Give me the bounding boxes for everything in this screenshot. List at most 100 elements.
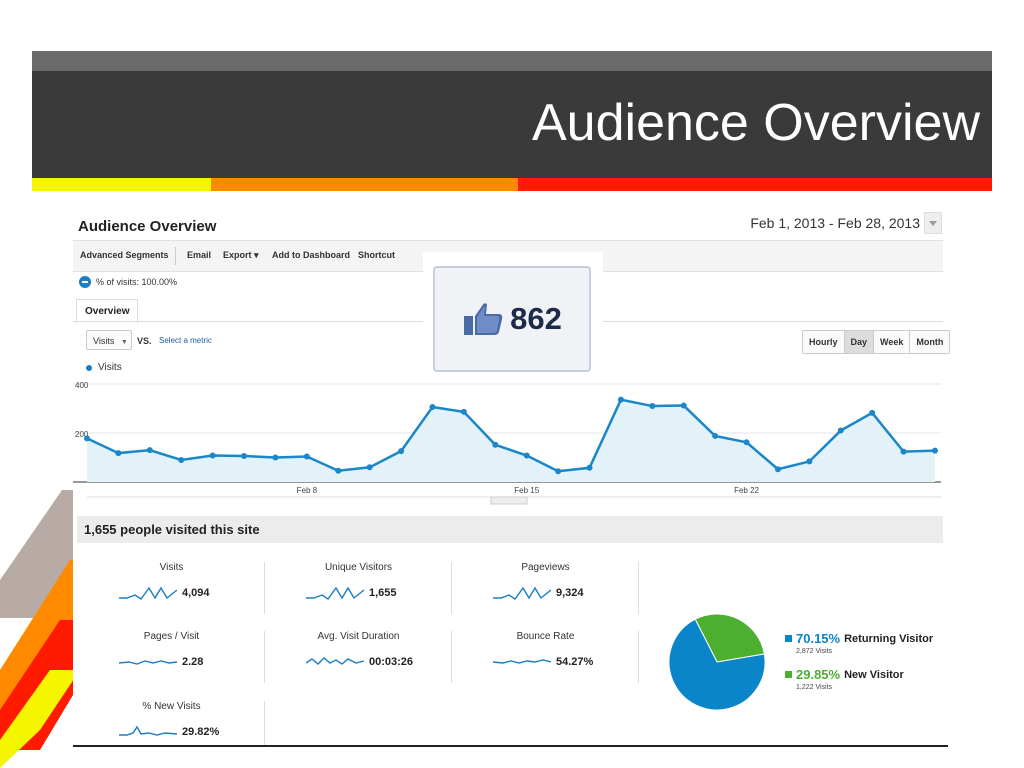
- stat-label: Pages / Visit: [143, 631, 200, 642]
- sparkline-icon: [306, 657, 364, 665]
- returning-pct: 70.15%: [796, 631, 841, 646]
- chevron-down-icon[interactable]: [924, 212, 942, 234]
- new-visits: 1,222 Visits: [796, 684, 833, 691]
- visits-point: [555, 468, 562, 475]
- returning-label: Returning Visitor: [844, 632, 934, 645]
- legend-dot-icon: [86, 364, 92, 371]
- date-range-picker[interactable]: Feb 1, 2013 - Feb 28, 2013: [750, 212, 942, 234]
- pie-legend: 70.15% Returning Visitor 2,872 Visits 29.…: [785, 631, 933, 699]
- visits-point: [837, 427, 844, 434]
- pie-slice-returning-visitor: [668, 618, 766, 711]
- export-label: Export: [223, 250, 252, 260]
- stat-value: 4,094: [182, 587, 210, 599]
- stat-divider: [451, 631, 452, 683]
- email-button[interactable]: Email: [187, 250, 212, 260]
- stat-divider: [264, 562, 265, 614]
- legend-label: Visits: [98, 362, 122, 373]
- x-tick-label: Feb 8: [297, 486, 318, 495]
- slide-header: Audience Overview: [32, 71, 992, 178]
- stat-unique-visitors[interactable]: Unique Visitors 1,655: [266, 562, 451, 618]
- toolbar-divider: [175, 247, 176, 265]
- visits-point: [460, 408, 467, 415]
- visits-point: [680, 402, 687, 409]
- stat-divider: [264, 631, 265, 683]
- stripe-orange: [211, 178, 518, 191]
- visits-point: [617, 396, 624, 403]
- chart-scroll-handle: [490, 496, 528, 505]
- y-tick-label: 200: [75, 430, 89, 439]
- chevron-down-icon: ▼: [120, 339, 128, 346]
- tab-overview[interactable]: Overview: [76, 299, 139, 324]
- report-title: Audience Overview: [78, 218, 217, 235]
- visits-point: [335, 467, 342, 474]
- visits-point: [900, 448, 907, 455]
- summary-text: 1,655 people visited this site: [84, 522, 260, 537]
- chart-legend: Visits: [86, 362, 122, 373]
- period-hourly-button[interactable]: Hourly: [803, 331, 845, 353]
- legend-returning-visitor: 70.15% Returning Visitor 2,872 Visits: [785, 631, 933, 655]
- visits-point: [649, 403, 656, 410]
- period-week-button[interactable]: Week: [874, 331, 911, 353]
- stripe-red: [518, 178, 992, 191]
- stat-bounce-rate[interactable]: Bounce Rate 54.27%: [453, 631, 638, 687]
- y-tick-label: 400: [75, 381, 89, 390]
- stat-value: 2.28: [182, 656, 204, 668]
- facebook-like-widget[interactable]: 862: [423, 252, 603, 380]
- visits-point: [209, 452, 216, 459]
- sparkline-icon: [493, 659, 551, 664]
- stat-value: 1,655: [369, 587, 397, 599]
- sparkline-icon: [306, 586, 364, 600]
- summary-bar: 1,655 people visited this site: [77, 516, 943, 543]
- x-tick-label: Feb 22: [734, 486, 759, 495]
- pie-slice-new-visitor: [694, 613, 765, 663]
- period-toggle: Hourly Day Week Month: [802, 330, 951, 354]
- select-metric-link[interactable]: Select a metric: [159, 336, 212, 345]
- stat-visits[interactable]: Visits 4,094: [79, 562, 264, 618]
- stat-divider: [638, 631, 639, 683]
- stat-pages-per-visit[interactable]: Pages / Visit 2.28: [79, 631, 264, 687]
- period-day-button[interactable]: Day: [844, 331, 875, 353]
- stat-value: 00:03:26: [369, 656, 414, 668]
- segment-indicator[interactable]: % of visits: 100.00%: [79, 276, 177, 288]
- returning-visits: 2,872 Visits: [796, 648, 833, 655]
- export-button[interactable]: Export ▾: [223, 250, 259, 260]
- stat-value: 9,324: [556, 587, 584, 599]
- stat-new-visits[interactable]: % New Visits 29.82%: [79, 701, 264, 757]
- visits-point: [743, 439, 750, 446]
- visits-point: [586, 464, 593, 471]
- segment-icon: [79, 276, 91, 288]
- period-month-button[interactable]: Month: [910, 331, 950, 353]
- visits-point: [115, 450, 122, 457]
- like-count: 862: [510, 301, 562, 336]
- visits-point: [84, 435, 90, 442]
- stat-divider: [451, 562, 452, 614]
- sparkline-icon: [119, 725, 177, 736]
- metric-select[interactable]: Visits ▼: [86, 330, 132, 350]
- returning-color-swatch: [785, 635, 792, 642]
- analytics-panel: Audience Overview Feb 1, 2013 - Feb 28, …: [73, 200, 951, 748]
- visits-point: [241, 453, 248, 460]
- stat-label: % New Visits: [142, 701, 201, 712]
- advanced-segments-button[interactable]: Advanced Segments: [80, 250, 169, 260]
- visitor-type-pie-chart: [668, 613, 766, 711]
- stat-label: Pageviews: [521, 562, 570, 573]
- shortcut-button[interactable]: Shortcut: [358, 250, 395, 260]
- sparkline-icon: [119, 586, 177, 600]
- facebook-like-box: 862: [433, 266, 591, 372]
- x-tick-label: Feb 15: [514, 486, 539, 495]
- segment-label: % of visits: 100.00%: [96, 277, 178, 287]
- sparkline-icon: [493, 586, 551, 600]
- slide-title: Audience Overview: [532, 94, 980, 152]
- stat-avg-visit-duration[interactable]: Avg. Visit Duration 00:03:26: [266, 631, 451, 687]
- stat-pageviews[interactable]: Pageviews 9,324: [453, 562, 638, 618]
- new-pct: 29.85%: [796, 667, 841, 682]
- stat-divider: [638, 562, 639, 614]
- vs-label: VS.: [137, 336, 152, 346]
- visits-point: [178, 456, 185, 463]
- visits-point: [146, 447, 153, 454]
- stat-label: Visits: [159, 562, 184, 573]
- stat-value: 54.27%: [556, 656, 594, 668]
- add-to-dashboard-button[interactable]: Add to Dashboard: [272, 250, 350, 260]
- visits-line: [86, 398, 936, 473]
- stripe-yellow: [32, 178, 211, 191]
